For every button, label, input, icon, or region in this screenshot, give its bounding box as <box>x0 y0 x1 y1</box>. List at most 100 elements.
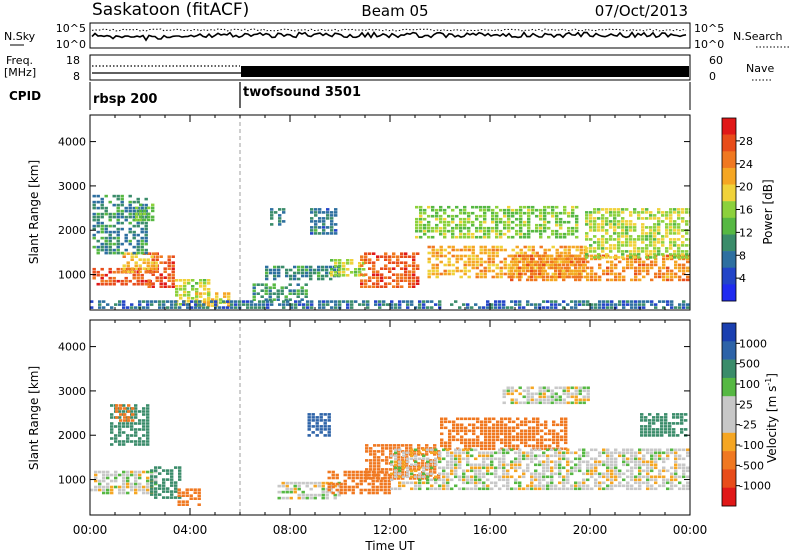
power-cell <box>330 220 334 223</box>
velocity-cell <box>648 413 652 416</box>
power-cell <box>364 282 368 285</box>
velocity-cell <box>520 438 524 442</box>
velocity-cell <box>315 428 319 431</box>
velocity-cell <box>486 472 490 476</box>
velocity-cell <box>492 441 496 445</box>
velocity-cell <box>442 475 446 479</box>
velocity-cell <box>393 474 397 477</box>
velocity-cell <box>486 484 490 488</box>
velocity-cell <box>373 450 377 453</box>
power-cell <box>605 253 609 256</box>
power-cell <box>338 271 342 274</box>
velocity-cell <box>138 422 142 425</box>
power-cell <box>487 226 491 230</box>
power-cell <box>678 257 682 261</box>
power-cell <box>388 258 392 261</box>
power-cell <box>289 277 293 281</box>
velocity-cell <box>414 487 418 491</box>
velocity-cell <box>170 472 174 475</box>
velocity-cell <box>622 457 626 461</box>
power-cell <box>309 265 313 269</box>
velocity-cell <box>375 485 379 489</box>
velocity-cell <box>393 453 397 456</box>
velocity-cell <box>102 473 106 477</box>
power-cell <box>132 270 136 274</box>
velocity-cell <box>492 423 496 427</box>
power-cell <box>669 223 673 226</box>
velocity-cell <box>532 417 536 421</box>
velocity-cell <box>438 487 442 491</box>
velocity-cell <box>327 419 331 422</box>
power-cell <box>526 260 530 264</box>
power-cell <box>139 218 143 222</box>
power-cell <box>163 276 167 279</box>
velocity-cell <box>355 473 359 477</box>
power-cell <box>685 223 689 226</box>
power-cell <box>412 261 416 264</box>
velocity-cell <box>522 401 526 405</box>
velocity-cell <box>387 482 391 486</box>
power-cell <box>376 282 380 285</box>
velocity-cell <box>414 469 418 473</box>
power-cell <box>419 223 423 227</box>
power-cell <box>673 229 677 232</box>
velocity-cell <box>502 389 506 393</box>
power-cell <box>104 212 108 216</box>
power-cell <box>463 272 467 276</box>
velocity-cell <box>610 466 614 470</box>
power-cell <box>300 292 304 295</box>
velocity-cell <box>618 469 622 473</box>
power-cell <box>194 303 198 306</box>
power-cell <box>602 306 606 309</box>
velocity-cell <box>390 463 394 467</box>
power-cell <box>207 301 211 304</box>
velocity-colorbar-label: -500 <box>739 459 764 472</box>
velocity-cell <box>552 447 556 451</box>
velocity-cell <box>134 440 138 443</box>
power-cell <box>270 214 274 217</box>
power-cell <box>426 306 430 309</box>
velocity-cell <box>425 447 429 450</box>
velocity-cell <box>440 438 444 442</box>
power-cell <box>294 306 298 309</box>
power-cell <box>625 235 629 238</box>
velocity-cell <box>458 475 462 479</box>
power-cell <box>641 241 645 244</box>
power-cell <box>265 268 269 272</box>
power-cell <box>495 245 499 249</box>
velocity-cell <box>406 472 410 476</box>
power-cell <box>431 254 435 258</box>
power-cell <box>546 306 550 309</box>
power-cell <box>309 268 313 272</box>
power-cell <box>282 208 286 211</box>
power-cell <box>330 271 334 274</box>
velocity-cell <box>536 444 540 448</box>
power-cell <box>318 306 322 309</box>
power-cell <box>522 266 526 270</box>
velocity-cell <box>452 429 456 433</box>
velocity-cell <box>401 462 405 465</box>
power-cell <box>100 200 104 204</box>
power-cell <box>360 279 364 282</box>
power-cell <box>140 245 144 249</box>
velocity-cell <box>472 417 476 421</box>
velocity-cell <box>538 395 542 399</box>
velocity-cell <box>440 420 444 424</box>
velocity-cell <box>508 432 512 436</box>
power-cell <box>515 217 519 221</box>
velocity-cell <box>566 463 570 467</box>
power-cell <box>144 248 148 252</box>
power-cell <box>650 260 654 264</box>
velocity-cell <box>454 484 458 488</box>
velocity-cell <box>618 454 622 458</box>
velocity-cell <box>154 487 158 490</box>
velocity-cell <box>460 435 464 439</box>
velocity-cell <box>658 475 662 479</box>
power-cell <box>292 289 296 292</box>
velocity-cell <box>528 438 532 442</box>
velocity-cell <box>540 447 544 451</box>
power-cell <box>128 194 132 198</box>
velocity-cell <box>444 426 448 430</box>
power-cell <box>120 242 124 246</box>
power-cell <box>136 248 140 252</box>
